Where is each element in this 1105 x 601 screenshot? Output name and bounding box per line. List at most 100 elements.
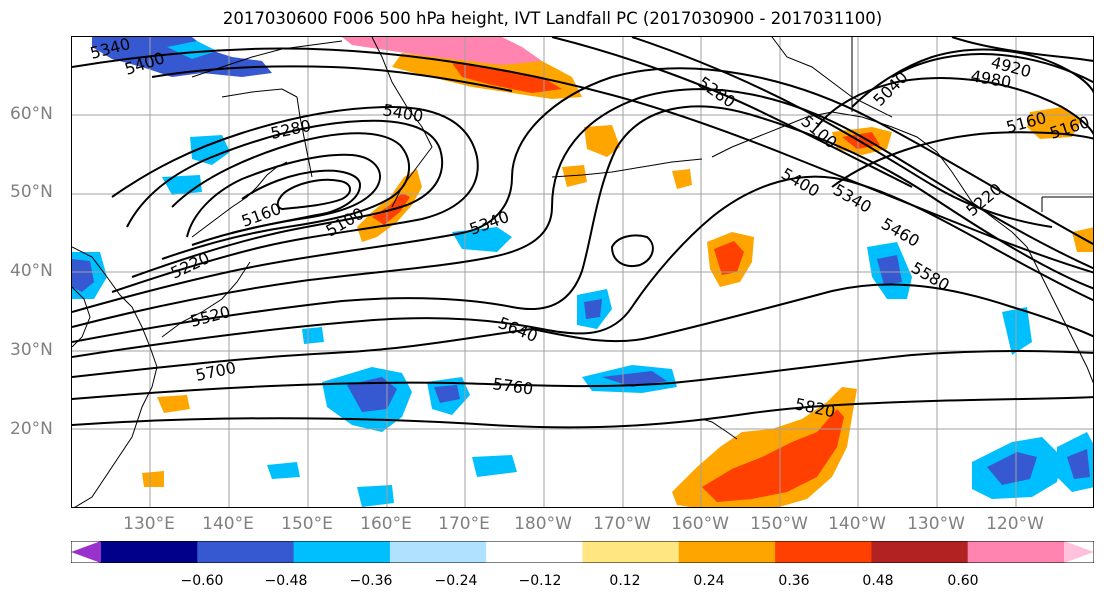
lat-label-50n: 50°N — [10, 182, 53, 202]
lat-label-60n: 60°N — [10, 104, 53, 124]
shade-orange-w1 — [157, 395, 190, 413]
lat-label-40n: 40°N — [10, 261, 53, 281]
lon-label-160w: 160°W — [671, 514, 729, 534]
lon-label-130e: 130°E — [123, 514, 175, 534]
shade-dblue-se — [987, 452, 1037, 485]
colorbar-segment — [486, 541, 583, 563]
map-title: 2017030600 F006 500 hPa height, IVT Land… — [222, 9, 883, 28]
lon-label-170w: 170°W — [593, 514, 651, 534]
shade-orange-w2 — [142, 471, 164, 487]
contour-label: 5760 — [491, 374, 534, 398]
shade-red-sub — [702, 409, 844, 502]
shade-dblue-subA — [602, 371, 667, 387]
contour-ne-5100 — [816, 77, 1093, 136]
shade-orange-3 — [672, 169, 692, 189]
contour-label: 5580 — [908, 258, 953, 295]
shade-blue-nw — [92, 37, 272, 77]
contour-5640 — [72, 175, 1093, 358]
colorbar-extend-low — [71, 541, 101, 563]
coast-japan-s — [161, 261, 251, 338]
colorbar-segment — [678, 541, 776, 563]
coast-japan — [191, 161, 288, 238]
contour-5520 — [72, 88, 1093, 328]
lat-label-20n: 20°N — [10, 419, 53, 439]
lon-label-120w: 120°W — [986, 514, 1044, 534]
contour-5280-loop — [161, 132, 411, 260]
contour-ne-5160 — [831, 131, 1093, 188]
shade-blue-wedge-dark — [72, 259, 94, 292]
colorbar — [71, 541, 1094, 563]
contour-closed-low — [610, 234, 654, 267]
shade-blue-sea — [162, 175, 202, 195]
lon-label-150w: 150°W — [750, 514, 808, 534]
coast-hawaii — [701, 418, 738, 440]
lon-label-180w: 180°W — [514, 514, 572, 534]
lon-label-150e: 150°E — [281, 514, 333, 534]
contour-5460 — [72, 67, 1093, 313]
lon-label-140e: 140°E — [202, 514, 254, 534]
colorbar-segment — [871, 541, 969, 563]
contour-label: 5400 — [778, 164, 823, 201]
colorbar-segment — [197, 541, 295, 563]
lon-label-170e: 170°E — [438, 514, 490, 534]
contour-label: 5700 — [194, 358, 238, 385]
shade-pink-n — [342, 37, 542, 67]
contour-ne-5040 — [851, 48, 1093, 108]
lat-label-30n: 30°N — [10, 340, 53, 360]
colorbar-tick: −0.36 — [349, 573, 393, 589]
contour-5400-loop — [111, 105, 479, 293]
shade-orange-1 — [584, 125, 620, 157]
coast-aleutians — [551, 158, 703, 178]
colorbar-tick: −0.24 — [434, 573, 478, 589]
contour-label: 5520 — [188, 302, 232, 331]
contour-5820 — [72, 396, 1093, 429]
contour-label: 5280 — [269, 116, 313, 143]
colorbar-tick: −0.48 — [264, 573, 308, 589]
shade-blue-small2 — [357, 485, 394, 507]
contour-north-4 — [631, 37, 1053, 228]
coast-alaska-s — [711, 111, 1093, 384]
shade-dblue-ne — [877, 255, 902, 285]
colorbar-tick: 0.24 — [693, 573, 725, 589]
contour-label: 5340 — [830, 180, 875, 217]
contour-label: 5820 — [793, 394, 837, 421]
coast-okhotsk — [221, 88, 298, 98]
shade-red-n — [452, 63, 562, 93]
shade-red-160w — [714, 241, 744, 275]
colorbar-segment — [775, 541, 872, 563]
shade-blue-kuril — [190, 135, 230, 165]
colorbar-tick: 0.12 — [609, 573, 641, 589]
map-canvas: 5340 5400 5280 5400 5280 5160 5100 5160 … — [72, 37, 1093, 507]
colorbar-segment — [293, 541, 391, 563]
height-contours — [72, 37, 1093, 429]
colorbar-segment — [389, 541, 487, 563]
shade-blue-e1 — [1002, 307, 1032, 355]
coast-sakhalin — [296, 96, 313, 178]
colorbar-tick: −0.12 — [518, 573, 562, 589]
colorbar-segments — [71, 541, 1094, 563]
shade-dblue-170w — [584, 299, 602, 319]
shade-dblue-se2 — [1067, 449, 1090, 479]
colorbar-extend-high — [1064, 541, 1094, 563]
map-panel: 5340 5400 5280 5400 5280 5160 5100 5160 … — [71, 36, 1094, 508]
contour-5580 — [72, 105, 1093, 343]
contour-north-1 — [72, 47, 1093, 274]
shade-dblue-20n — [347, 377, 397, 412]
shade-lightblue-nw — [167, 41, 217, 59]
contour-label: 5040 — [869, 68, 911, 110]
contour-ne-4920 — [951, 37, 1093, 62]
shade-dblue-20n-b — [434, 385, 460, 403]
contour-label: 5640 — [496, 313, 541, 346]
coast-asia — [72, 246, 158, 507]
colorbar-tick: 0.60 — [947, 573, 979, 589]
lon-label-130w: 130°W — [907, 514, 965, 534]
contour-north-3 — [551, 37, 913, 188]
colorbar-tick: 0.48 — [862, 573, 894, 589]
lon-label-140w: 140°W — [828, 514, 886, 534]
shade-lb-170e — [452, 227, 512, 252]
contour-north-2 — [151, 65, 513, 92]
contour-5340-loop — [126, 119, 444, 278]
colorbar-segment — [582, 541, 680, 563]
shade-blue-small3 — [267, 462, 300, 479]
shade-blue-small4 — [302, 327, 324, 344]
